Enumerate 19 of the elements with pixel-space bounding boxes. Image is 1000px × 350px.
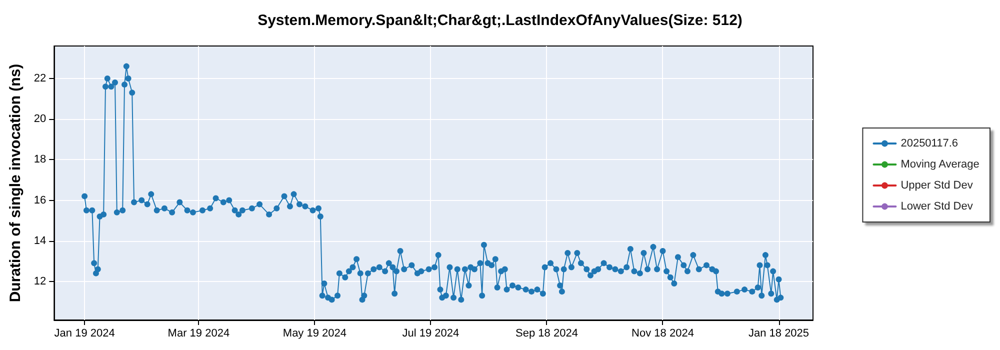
chart-title: System.Memory.Span&lt;Char&gt;.LastIndexOfAnyValues(Size: 512) <box>258 12 742 29</box>
legend-label: Lower Std Dev <box>900 200 974 212</box>
y-tick-label: 18 <box>34 154 46 166</box>
y-tick-label: 20 <box>34 113 46 126</box>
x-tick-label: Nov 18 2024 <box>632 328 694 340</box>
x-tick-label: Sep 18 2024 <box>516 328 578 340</box>
y-tick-label: 12 <box>34 275 46 288</box>
x-tick-label: Jan 19 2024 <box>54 328 115 340</box>
x-tick-label: May 19 2024 <box>282 328 347 340</box>
x-tick-label: Jan 18 2025 <box>748 328 810 340</box>
x-tick-label: Mar 19 2024 <box>168 328 230 340</box>
y-axis-title: Duration of single invocation (ns) <box>7 64 24 302</box>
y-tick-label: 14 <box>34 234 46 247</box>
y-tick-label: 22 <box>34 72 46 84</box>
legend-label: Moving Average <box>900 158 980 170</box>
legend-label: 20250117.6 <box>900 138 958 150</box>
y-tick-label: 16 <box>34 194 46 206</box>
x-tick-label: Jul 19 2024 <box>402 328 460 340</box>
legend-label: Upper Std Dev <box>900 180 974 192</box>
